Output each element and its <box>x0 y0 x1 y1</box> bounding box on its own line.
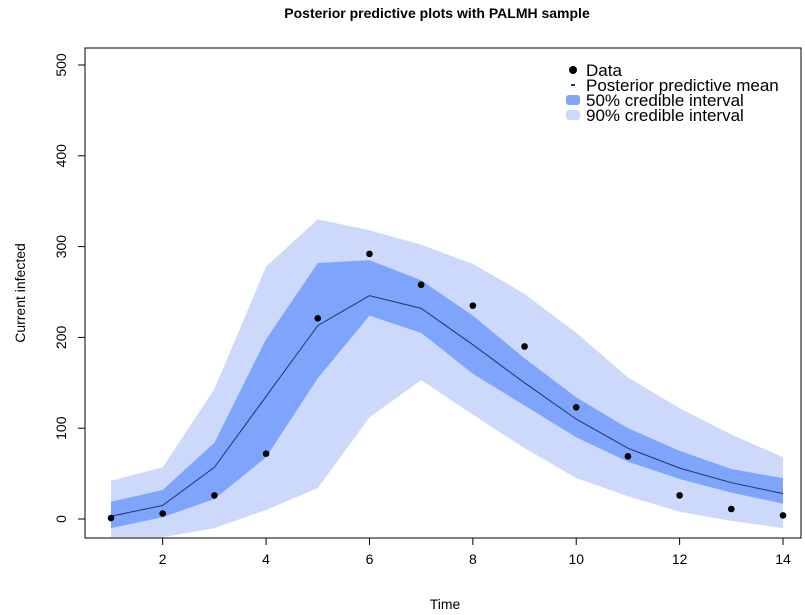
y-tick-label: 500 <box>53 53 69 77</box>
legend-label: Posterior predictive mean <box>586 76 779 95</box>
data-point <box>469 302 477 309</box>
ci50-band <box>111 260 783 529</box>
legend-label: 50% credible interval <box>586 91 744 110</box>
data-point <box>211 492 218 499</box>
data-points <box>107 250 787 522</box>
data-point <box>779 512 787 519</box>
data-point <box>417 281 425 289</box>
y-axis: 0 100 200 300 400 500 <box>53 53 86 523</box>
legend-fill-symbol <box>566 110 580 120</box>
x-tick-label: 12 <box>672 551 688 567</box>
x-axis-label: Time <box>430 596 461 612</box>
data-point <box>521 343 528 350</box>
credible-bands <box>111 219 783 538</box>
y-tick-label: 400 <box>53 144 69 168</box>
data-point <box>262 450 270 457</box>
legend-fill-symbol <box>566 95 580 105</box>
data-point <box>572 404 580 411</box>
x-tick-label: 14 <box>775 551 791 567</box>
data-point <box>624 453 632 460</box>
x-tick-label: 2 <box>159 551 167 567</box>
legend-item: 90% credible interval <box>566 106 744 125</box>
chart-title: Posterior predictive plots with PALMH sa… <box>284 5 590 21</box>
x-axis: 2 4 6 8 10 12 14 <box>159 537 791 567</box>
data-point <box>676 492 683 499</box>
data-point <box>159 510 166 517</box>
y-tick-label: 300 <box>53 235 69 259</box>
legend-item: Data <box>569 61 622 80</box>
data-point <box>314 315 322 322</box>
mean-line-group <box>110 295 784 517</box>
legend-item: 50% credible interval <box>566 91 744 110</box>
ci90-band <box>111 219 783 538</box>
x-tick-label: 10 <box>568 551 584 567</box>
data-point <box>728 505 735 513</box>
posterior-mean-line <box>110 295 784 517</box>
data-point <box>366 250 373 258</box>
y-tick-label: 100 <box>53 416 69 440</box>
y-axis-label: Current infected <box>12 243 28 343</box>
legend-label: Data <box>586 61 622 80</box>
x-tick-label: 8 <box>469 551 477 567</box>
y-tick-label: 200 <box>53 326 69 350</box>
legend-label: 90% credible interval <box>586 106 744 125</box>
x-tick-label: 4 <box>262 551 270 567</box>
legend-item: Posterior predictive mean <box>571 76 779 95</box>
legend-point-symbol <box>569 66 577 74</box>
x-tick-label: 6 <box>366 551 374 567</box>
data-point <box>107 514 115 522</box>
y-tick-label: 0 <box>53 515 69 523</box>
